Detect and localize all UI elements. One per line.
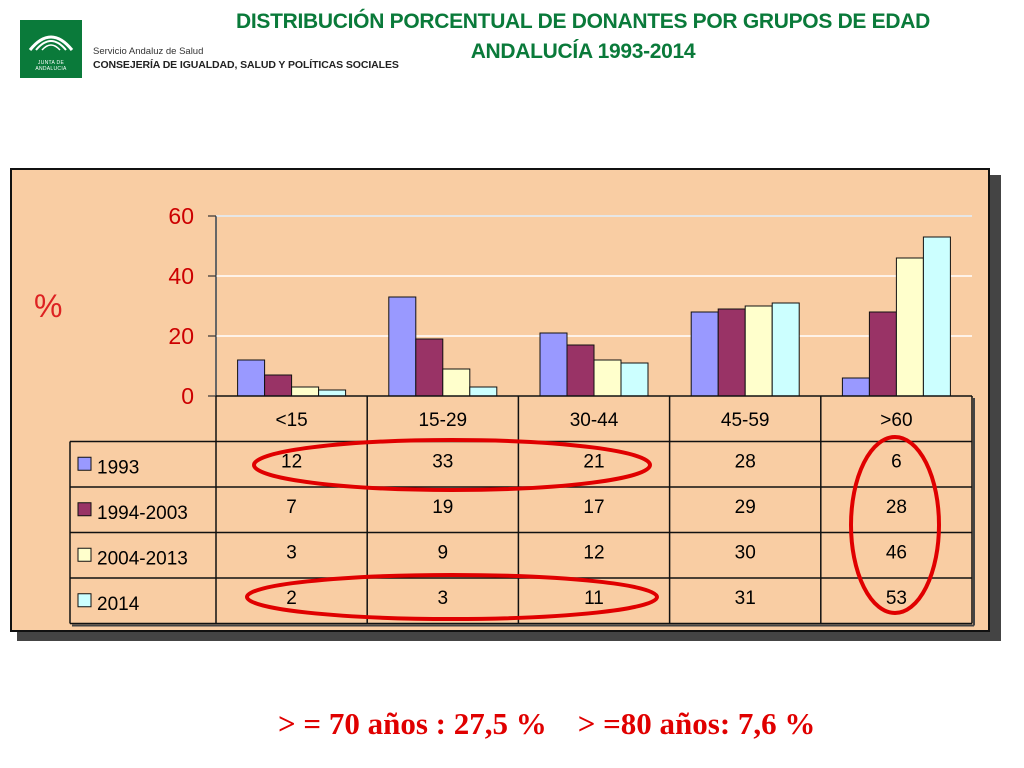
junta-andalucia-logo: JUNTA DE ANDALUCIA bbox=[20, 20, 82, 78]
data-table-value: 31 bbox=[735, 588, 756, 609]
data-table-value: 11 bbox=[584, 588, 604, 609]
bar-30-44-2004-2013 bbox=[593, 359, 622, 397]
data-table-value: 17 bbox=[583, 497, 604, 518]
legend-swatch-2014 bbox=[77, 593, 92, 608]
data-table-value: 29 bbox=[735, 497, 756, 518]
highlight-ellipse-1993-row bbox=[252, 438, 652, 492]
x-category-label: <15 bbox=[275, 410, 307, 431]
page-title-line-2: ANDALUCÍA 1993-2014 bbox=[470, 40, 696, 63]
logo-arch-icon bbox=[28, 35, 74, 51]
bar->60-2014 bbox=[922, 236, 951, 397]
bar-30-44-2014 bbox=[620, 362, 649, 397]
x-category-label: 45-59 bbox=[721, 410, 770, 431]
data-table-value: 3 bbox=[286, 543, 297, 564]
legend-swatch-1994-2003 bbox=[77, 502, 92, 517]
bar-15-29-2004-2013 bbox=[442, 368, 471, 397]
data-table-value: 33 bbox=[432, 452, 453, 473]
data-table-value: 46 bbox=[886, 543, 907, 564]
bar-30-44-1993 bbox=[539, 332, 568, 397]
legend-label: 1993 bbox=[97, 457, 139, 478]
y-tick-label: 20 bbox=[168, 323, 194, 349]
bar->60-2004-2013 bbox=[895, 257, 924, 397]
highlight-ellipse-over60-column bbox=[849, 435, 941, 615]
data-table-value: 2 bbox=[286, 588, 297, 609]
y-axis-label: % bbox=[34, 288, 63, 324]
legend-swatch-2004-2013 bbox=[77, 547, 92, 562]
bar-45-59-2004-2013 bbox=[744, 305, 773, 397]
legend-label: 1994-2003 bbox=[97, 503, 188, 524]
bar->60-1994-2003 bbox=[868, 311, 897, 397]
data-table-value: 7 bbox=[286, 497, 297, 518]
data-table-value: 28 bbox=[735, 452, 756, 473]
y-tick-label: 60 bbox=[168, 203, 194, 229]
data-table-value: 28 bbox=[886, 497, 907, 518]
data-table-value: 12 bbox=[583, 543, 604, 564]
y-tick-label: 40 bbox=[168, 263, 194, 289]
legend-label: 2014 bbox=[97, 594, 140, 615]
y-tick-label: 0 bbox=[181, 383, 194, 409]
bar-<15-2004-2013 bbox=[291, 386, 320, 397]
chart-panel bbox=[10, 168, 990, 632]
page-title-line-1: DISTRIBUCIÓN PORCENTUAL DE DONANTES POR … bbox=[236, 10, 930, 33]
data-table-value: 3 bbox=[438, 588, 449, 609]
x-category-label: 30-44 bbox=[570, 410, 619, 431]
bar-45-59-2014 bbox=[771, 302, 800, 397]
bar-45-59-1993 bbox=[690, 311, 719, 397]
footer-note: > = 70 años : 27,5 % > =80 años: 7,6 % bbox=[278, 706, 816, 741]
data-table-value: 12 bbox=[281, 452, 302, 473]
org-line-1: Servicio Andaluz de Salud bbox=[93, 46, 204, 57]
legend-swatch-1993 bbox=[77, 456, 92, 471]
data-table-value: 53 bbox=[886, 588, 907, 609]
data-table-value: 30 bbox=[735, 543, 756, 564]
bar-15-29-1993 bbox=[388, 296, 417, 397]
x-category-label: 15-29 bbox=[418, 410, 467, 431]
data-table-value: 6 bbox=[891, 452, 902, 473]
data-table-value: 9 bbox=[438, 543, 449, 564]
data-table-value: 19 bbox=[432, 497, 453, 518]
bar-<15-2014 bbox=[318, 389, 347, 397]
bar-15-29-1994-2003 bbox=[415, 338, 444, 397]
bar-<15-1994-2003 bbox=[264, 374, 293, 397]
bar-45-59-1994-2003 bbox=[717, 308, 746, 397]
data-table-value: 21 bbox=[583, 452, 604, 473]
logo-text: JUNTA DE ANDALUCIA bbox=[35, 60, 67, 72]
highlight-ellipse-2014-row bbox=[245, 573, 659, 621]
x-category-label: >60 bbox=[880, 410, 912, 431]
bar->60-1993 bbox=[841, 377, 870, 397]
org-line-2: CONSEJERÍA DE IGUALDAD, SALUD Y POLÍTICA… bbox=[93, 59, 399, 71]
bar-30-44-1994-2003 bbox=[566, 344, 595, 397]
bar-15-29-2014 bbox=[469, 386, 498, 397]
legend-label: 2004-2013 bbox=[97, 548, 188, 569]
bar-<15-1993 bbox=[237, 359, 266, 397]
